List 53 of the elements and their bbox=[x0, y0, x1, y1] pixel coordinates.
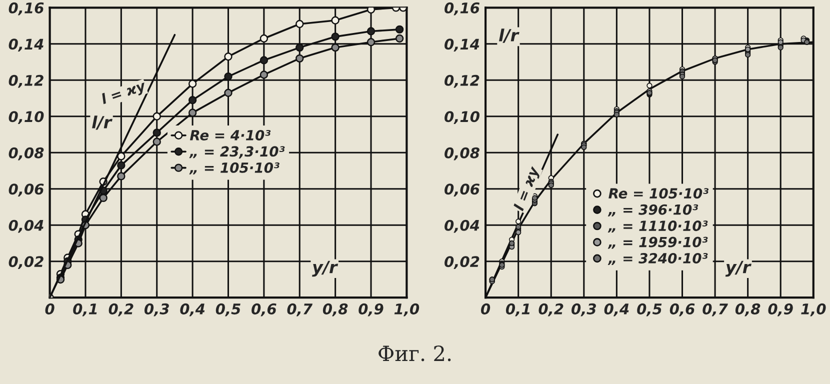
x-tick-label: 0,1 bbox=[506, 303, 530, 316]
x-tick-label: 0,9 bbox=[358, 303, 384, 316]
y-tick-label: 0,16 bbox=[444, 2, 480, 16]
y-tick-label: 0,08 bbox=[8, 147, 44, 160]
x-axis-title: y/r bbox=[725, 260, 752, 277]
text: l = ϰy bbox=[512, 165, 542, 212]
y-tick-label: 0,10 bbox=[8, 111, 44, 124]
y-axis-title: l/r bbox=[92, 116, 112, 130]
x-tick-label: 1,0 bbox=[394, 303, 420, 316]
y-tick-label: 0,04 bbox=[444, 220, 480, 233]
legend-label: „ = 396·10³ bbox=[608, 204, 698, 216]
y-tick-label: 0,16 bbox=[8, 2, 44, 16]
legend-label: Re = 4·10³ bbox=[190, 130, 271, 140]
x-tick-label: 0,4 bbox=[604, 303, 629, 316]
x-tick-label: 0,2 bbox=[108, 303, 134, 316]
y-tick-label: 0,14 bbox=[8, 38, 44, 52]
y-tick-label: 0,06 bbox=[444, 184, 480, 196]
y-tick-label: 0,08 bbox=[444, 147, 480, 160]
text: Фиг. 2. bbox=[378, 345, 451, 362]
x-tick-label: 0,5 bbox=[216, 303, 240, 316]
y-tick-label: 0,14 bbox=[444, 38, 480, 52]
legend-label: „ = 1110·10³ bbox=[608, 220, 708, 233]
x-tick-label: 0,7 bbox=[287, 303, 313, 316]
x-tick-label: 1,0 bbox=[801, 303, 826, 316]
x-tick-label: 0,3 bbox=[144, 303, 169, 316]
text: l = ϰy bbox=[100, 80, 148, 108]
y-tick-label: 0,10 bbox=[444, 111, 480, 124]
y-tick-label: 0,02 bbox=[444, 256, 480, 269]
x-tick-label: 0,6 bbox=[670, 303, 695, 316]
x-axis-title: y/r bbox=[312, 260, 338, 277]
x-tick-label: 0,1 bbox=[73, 303, 97, 316]
x-tick-label: 0,5 bbox=[637, 303, 662, 316]
legend-label: „ = 23,3·10³ bbox=[189, 146, 285, 158]
x-tick-label: 0,4 bbox=[180, 303, 205, 316]
x-tick-label: 0 bbox=[45, 303, 54, 314]
x-tick-label: 0,8 bbox=[735, 303, 760, 316]
x-tick-label: 0,7 bbox=[702, 303, 728, 316]
x-tick-label: 0,6 bbox=[252, 303, 276, 316]
y-tick-label: 0,12 bbox=[444, 74, 480, 88]
x-tick-label: 0,2 bbox=[538, 303, 564, 316]
x-tick-label: 0,3 bbox=[572, 303, 596, 316]
legend-label: „ = 105·10³ bbox=[189, 162, 280, 174]
y-tick-label: 0,06 bbox=[8, 184, 44, 196]
y-axis-title: l/r bbox=[499, 28, 520, 43]
legend-label: „ = 3240·10³ bbox=[608, 253, 708, 265]
x-tick-label: 0,8 bbox=[322, 303, 348, 316]
y-tick-label: 0,12 bbox=[8, 74, 44, 88]
legend-label: Re = 105·10³ bbox=[608, 188, 709, 199]
y-tick-label: 0,04 bbox=[8, 220, 44, 233]
legend-label: „ = 1959·10³ bbox=[608, 236, 708, 249]
x-tick-label: 0 bbox=[481, 303, 490, 314]
y-tick-label: 0,02 bbox=[8, 256, 44, 269]
x-tick-label: 0,9 bbox=[768, 303, 793, 316]
